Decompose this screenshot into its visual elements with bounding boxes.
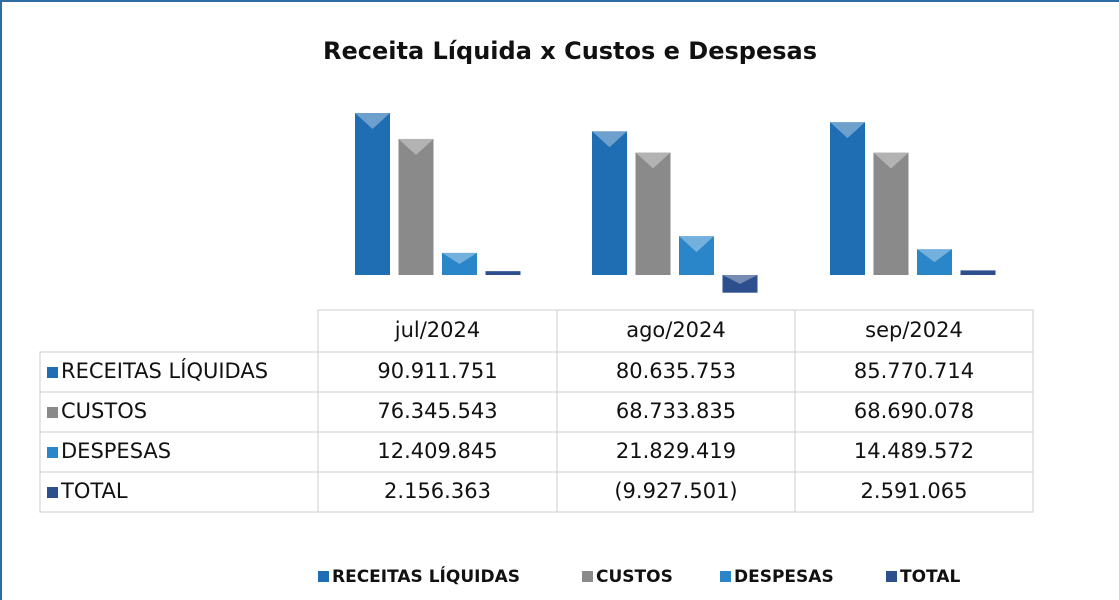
table-cell: 12.409.845 xyxy=(377,439,497,463)
bar-bevel xyxy=(635,152,671,169)
bar xyxy=(485,271,521,275)
bar-bevel xyxy=(355,113,390,129)
table-row-border xyxy=(39,471,1034,513)
table-cell: 76.345.543 xyxy=(377,399,497,423)
legend-key xyxy=(886,571,897,582)
bar-bevel xyxy=(442,252,477,264)
table-legend-key xyxy=(47,447,58,458)
bar xyxy=(830,122,865,275)
bar-bevel xyxy=(398,138,434,155)
legend-label: TOTAL xyxy=(900,567,960,587)
table-header: ago/2024 xyxy=(626,318,726,342)
bar-bevel xyxy=(873,152,909,169)
bar xyxy=(917,249,952,275)
legend-key xyxy=(318,571,329,582)
bar-bevel xyxy=(679,236,714,253)
table-row-label: DESPESAS xyxy=(61,439,171,463)
bar xyxy=(592,131,627,275)
table-cell: (9.927.501) xyxy=(614,479,737,503)
bar xyxy=(722,275,758,293)
table-legend-key xyxy=(47,367,58,378)
table-cell: 85.770.714 xyxy=(854,359,974,383)
bar xyxy=(873,152,909,275)
bar xyxy=(355,113,390,275)
bar xyxy=(635,152,671,275)
bar xyxy=(679,236,714,275)
table-cell: 2.156.363 xyxy=(384,479,491,503)
legend-key xyxy=(720,571,731,582)
table-cell: 68.733.835 xyxy=(616,399,736,423)
table-row-label: RECEITAS LÍQUIDAS xyxy=(61,358,268,383)
table-cell: 68.690.078 xyxy=(854,399,974,423)
legend-label: RECEITAS LÍQUIDAS xyxy=(332,565,520,587)
bar-bevel xyxy=(917,249,952,263)
table-legend-key xyxy=(47,487,58,498)
table-cell: 2.591.065 xyxy=(861,479,968,503)
data-table: jul/2024 ago/2024 sep/2024 RECEITAS LÍQUIDA… xyxy=(39,309,1034,513)
bar xyxy=(442,252,477,275)
table-cell: 80.635.753 xyxy=(616,359,736,383)
table-cell: 90.911.751 xyxy=(377,359,497,383)
table-cell: 21.829.419 xyxy=(616,439,736,463)
table-legend-key xyxy=(47,407,58,418)
table-cell: 14.489.572 xyxy=(854,439,974,463)
bar-bevel xyxy=(592,131,627,148)
table-row-label: TOTAL xyxy=(60,479,128,503)
table-row-label: CUSTOS xyxy=(61,399,147,423)
table-header: sep/2024 xyxy=(865,318,963,342)
bar-bevel xyxy=(830,122,865,139)
legend-key xyxy=(582,571,593,582)
legend-label: DESPESAS xyxy=(734,567,834,587)
legend-label: CUSTOS xyxy=(596,567,673,587)
bar-bevel xyxy=(722,275,758,284)
bar xyxy=(398,138,434,275)
table-header: jul/2024 xyxy=(394,318,481,342)
bar xyxy=(960,270,996,275)
chart-title: Receita Líquida x Custos e Despesas xyxy=(323,37,817,65)
